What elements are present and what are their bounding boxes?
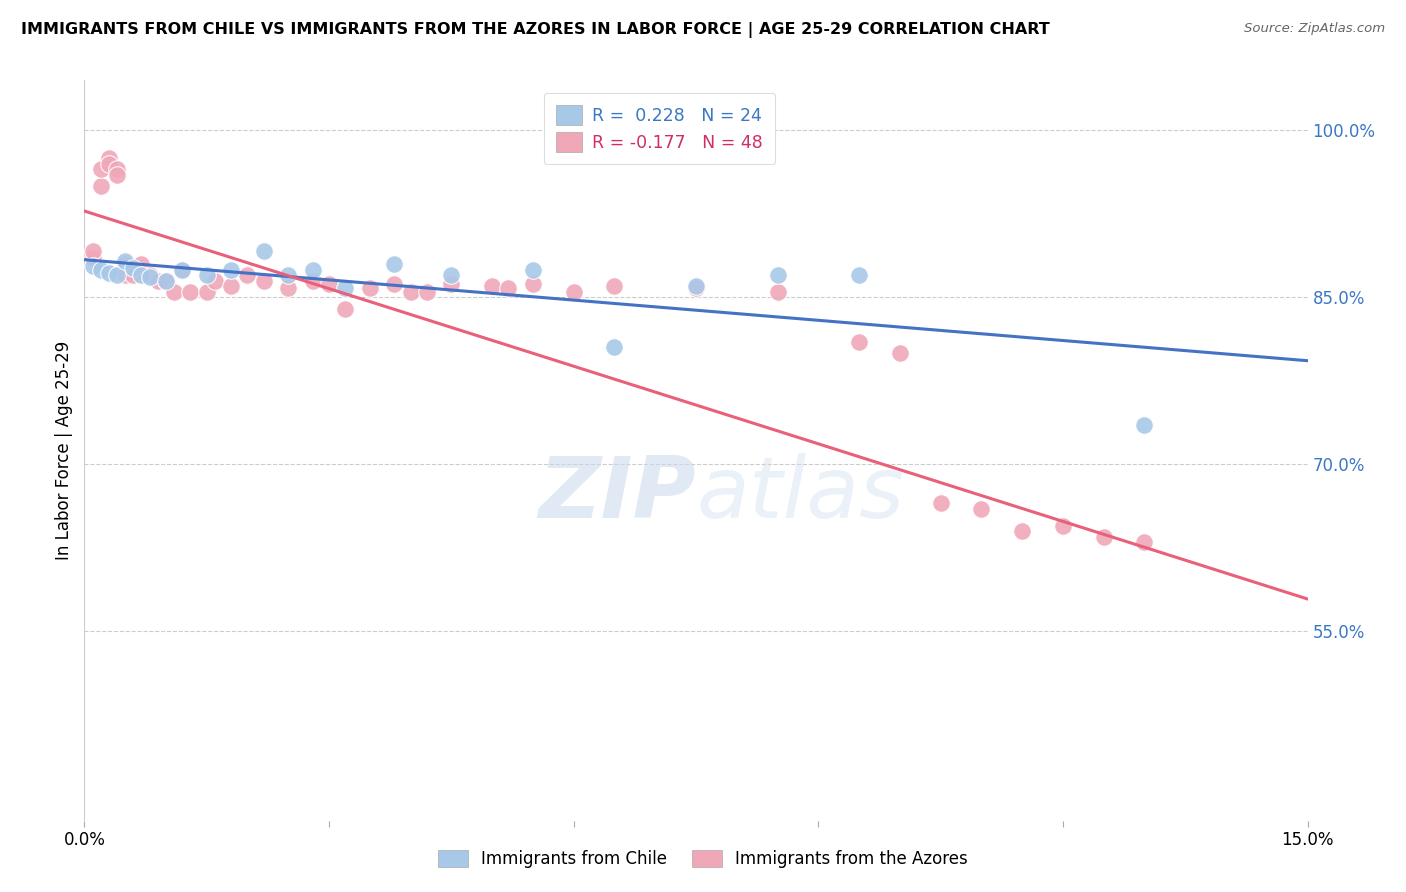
Point [399,285,422,299]
Point [522,277,544,291]
Point [382,257,405,271]
Point [105,168,128,182]
Point [114,253,136,268]
Point [1133,418,1156,433]
Point [146,274,169,288]
Point [685,281,707,295]
Point [359,281,381,295]
Point [172,262,194,277]
Text: Source: ZipAtlas.com: Source: ZipAtlas.com [1244,22,1385,36]
Point [90,162,112,177]
Point [155,274,177,288]
Point [889,346,911,360]
Point [970,502,993,516]
Point [416,285,439,299]
Point [562,285,585,299]
Y-axis label: In Labor Force | Age 25-29: In Labor Force | Age 25-29 [55,341,73,560]
Point [122,268,145,282]
Point [90,179,112,194]
Point [163,285,186,299]
Point [766,285,789,299]
Point [848,268,870,282]
Point [97,151,120,165]
Point [131,268,153,282]
Point [848,334,870,349]
Point [481,279,503,293]
Point [335,301,357,316]
Point [498,281,520,295]
Point [219,262,242,277]
Point [1052,518,1074,533]
Legend: R =  0.228   N = 24, R = -0.177   N = 48: R = 0.228 N = 24, R = -0.177 N = 48 [544,93,775,164]
Point [1092,530,1115,544]
Point [522,262,544,277]
Point [82,252,104,266]
Point [382,277,405,291]
Point [929,496,952,510]
Point [253,244,276,258]
Point [603,279,626,293]
Point [114,268,136,282]
Point [138,270,160,285]
Text: ZIP: ZIP [538,453,696,536]
Point [277,268,299,282]
Point [105,162,128,177]
Point [105,268,128,282]
Point [90,262,112,277]
Point [335,281,357,295]
Point [97,266,120,280]
Point [131,257,153,271]
Point [253,274,276,288]
Point [440,268,463,282]
Point [1133,535,1156,549]
Point [1011,524,1033,538]
Point [318,277,340,291]
Point [301,262,323,277]
Point [195,285,218,299]
Point [603,341,626,355]
Point [82,244,104,258]
Point [219,279,242,293]
Point [440,277,463,291]
Point [82,259,104,273]
Point [155,274,177,288]
Point [138,268,160,282]
Point [122,261,145,276]
Point [685,279,707,293]
Legend: Immigrants from Chile, Immigrants from the Azores: Immigrants from Chile, Immigrants from t… [429,842,977,877]
Point [766,268,789,282]
Point [179,285,201,299]
Point [236,268,259,282]
Point [204,274,226,288]
Point [195,268,218,282]
Text: atlas: atlas [696,453,904,536]
Point [172,262,194,277]
Point [277,281,299,295]
Point [114,257,136,271]
Text: IMMIGRANTS FROM CHILE VS IMMIGRANTS FROM THE AZORES IN LABOR FORCE | AGE 25-29 C: IMMIGRANTS FROM CHILE VS IMMIGRANTS FROM… [21,22,1050,38]
Point [301,274,323,288]
Point [97,157,120,171]
